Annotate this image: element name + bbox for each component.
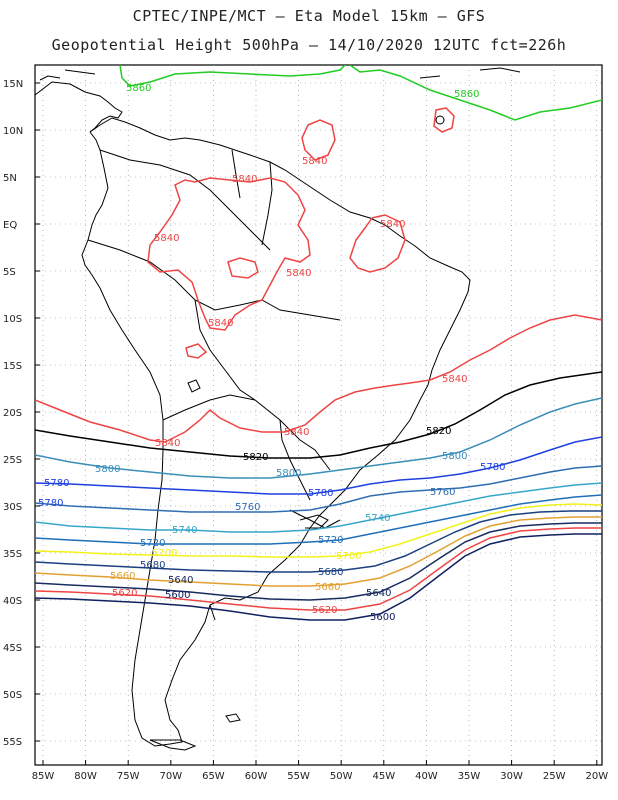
map-frame (34, 64, 603, 766)
lon-tick-label: 50W (330, 771, 353, 782)
lat-tick-label: EQ (3, 220, 17, 231)
axis-ticks: 15N 10N 5N EQ 5S 10S 15S 20S 25S 30S 35S 40S 45S 50S 5… (3, 79, 608, 782)
contour-label: 5620 (112, 588, 137, 599)
map-title: CPTEC/INPE/MCT – Eta Model 15km – GFS (132, 7, 486, 25)
lon-tick-label: 60W (245, 771, 268, 782)
contour-label: 5740 (172, 525, 197, 536)
lon-tick-label: 55W (287, 771, 310, 782)
contour-labels: 5860 5860 5840 5840 5840 5840 5840 5840 … (38, 83, 505, 623)
lon-tick-label: 25W (543, 771, 566, 782)
lon-tick-label: 40W (415, 771, 438, 782)
contour-label: 5640 (168, 575, 193, 586)
lat-tick-label: 45S (3, 643, 22, 654)
contour-label: 5840 (232, 174, 257, 185)
contour-lines (35, 65, 602, 621)
lat-tick-label: 15S (3, 361, 22, 372)
contour-label: 5840 (442, 374, 467, 385)
lon-tick-label: 75W (117, 771, 140, 782)
contour-label: 5840 (154, 233, 179, 244)
contour-label: 5700 (152, 548, 177, 559)
contour-label: 5860 (454, 89, 479, 100)
lon-tick-label: 85W (32, 771, 55, 782)
lat-tick-label: 10N (3, 126, 23, 137)
contour-label: 5840 (155, 438, 180, 449)
lat-tick-label: 30S (3, 502, 22, 513)
lon-tick-label: 80W (74, 771, 97, 782)
contour-label: 5780 (38, 498, 63, 509)
contour-label: 5720 (318, 535, 343, 546)
contour-5800 (35, 397, 602, 479)
contour-label: 5640 (366, 588, 391, 599)
lon-tick-label: 45W (372, 771, 395, 782)
contour-5840-blob3 (227, 257, 259, 279)
lat-tick-label: 5N (3, 173, 17, 184)
contour-label: 5620 (312, 605, 337, 616)
lon-tick-label: 30W (500, 771, 523, 782)
contour-5600 (35, 533, 602, 621)
contour-5640 (35, 522, 602, 601)
contour-5840-blob1 (301, 119, 336, 161)
map-subtitle: Geopotential Height 500hPa – 14/10/2020 … (51, 36, 567, 54)
contour-label: 5700 (336, 551, 361, 562)
contour-label: 5680 (140, 560, 165, 571)
contour-5840-blob4 (349, 214, 406, 273)
contour-label: 5660 (315, 582, 340, 593)
coastline (35, 67, 521, 751)
graticule (35, 65, 602, 765)
contour-5840-main (35, 314, 602, 443)
contour-label: 5660 (110, 571, 135, 582)
contour-label: 5800 (276, 468, 301, 479)
contour-5780 (35, 436, 602, 495)
contour-label: 5800 (442, 451, 467, 462)
lat-tick-label: 10S (3, 314, 22, 325)
contour-label: 5600 (165, 590, 190, 601)
contour-5700 (35, 503, 602, 558)
lat-tick-label: 15N (3, 79, 23, 90)
contour-5840-blob6 (433, 107, 455, 133)
contour-label: 5780 (480, 462, 505, 473)
lat-tick-label: 50S (3, 690, 22, 701)
lon-tick-label: 65W (202, 771, 225, 782)
contour-5860-a (119, 65, 346, 87)
contour-label: 5800 (95, 464, 120, 475)
contour-5840-blob5 (185, 343, 208, 359)
lon-tick-label: 35W (458, 771, 481, 782)
lat-tick-label: 40S (3, 596, 22, 607)
contour-label: 5840 (302, 156, 327, 167)
contour-label: 5720 (140, 538, 165, 549)
contour-label: 5840 (286, 268, 311, 279)
contour-5620 (35, 527, 602, 611)
contour-label: 5760 (430, 487, 455, 498)
contour-label: 5600 (370, 612, 395, 623)
contour-label: 5680 (318, 567, 343, 578)
contour-label: 5840 (208, 318, 233, 329)
lat-tick-label: 55S (3, 737, 22, 748)
contour-label: 5780 (44, 478, 69, 489)
contour-label: 5860 (126, 83, 151, 94)
contour-label: 5840 (284, 427, 309, 438)
lat-tick-label: 20S (3, 408, 22, 419)
contour-label: 5740 (365, 513, 390, 524)
contour-label: 5840 (380, 219, 405, 230)
contour-label: 5780 (308, 488, 333, 499)
contour-label: 5820 (243, 452, 268, 463)
lon-tick-label: 20W (585, 771, 608, 782)
contour-5860-b (349, 65, 602, 121)
lat-tick-label: 25S (3, 455, 22, 466)
lon-tick-label: 70W (159, 771, 182, 782)
contour-5740 (35, 482, 602, 533)
contour-5660 (35, 516, 602, 587)
contour-5760 (35, 465, 602, 513)
lat-tick-label: 5S (3, 267, 16, 278)
contour-label: 5820 (426, 426, 451, 437)
contour-5840-blob2 (147, 177, 311, 331)
contour-5720 (35, 494, 602, 545)
contour-5680 (35, 510, 602, 573)
lat-tick-label: 35S (3, 549, 22, 560)
contour-5820 (35, 371, 602, 459)
contour-label: 5760 (235, 502, 260, 513)
